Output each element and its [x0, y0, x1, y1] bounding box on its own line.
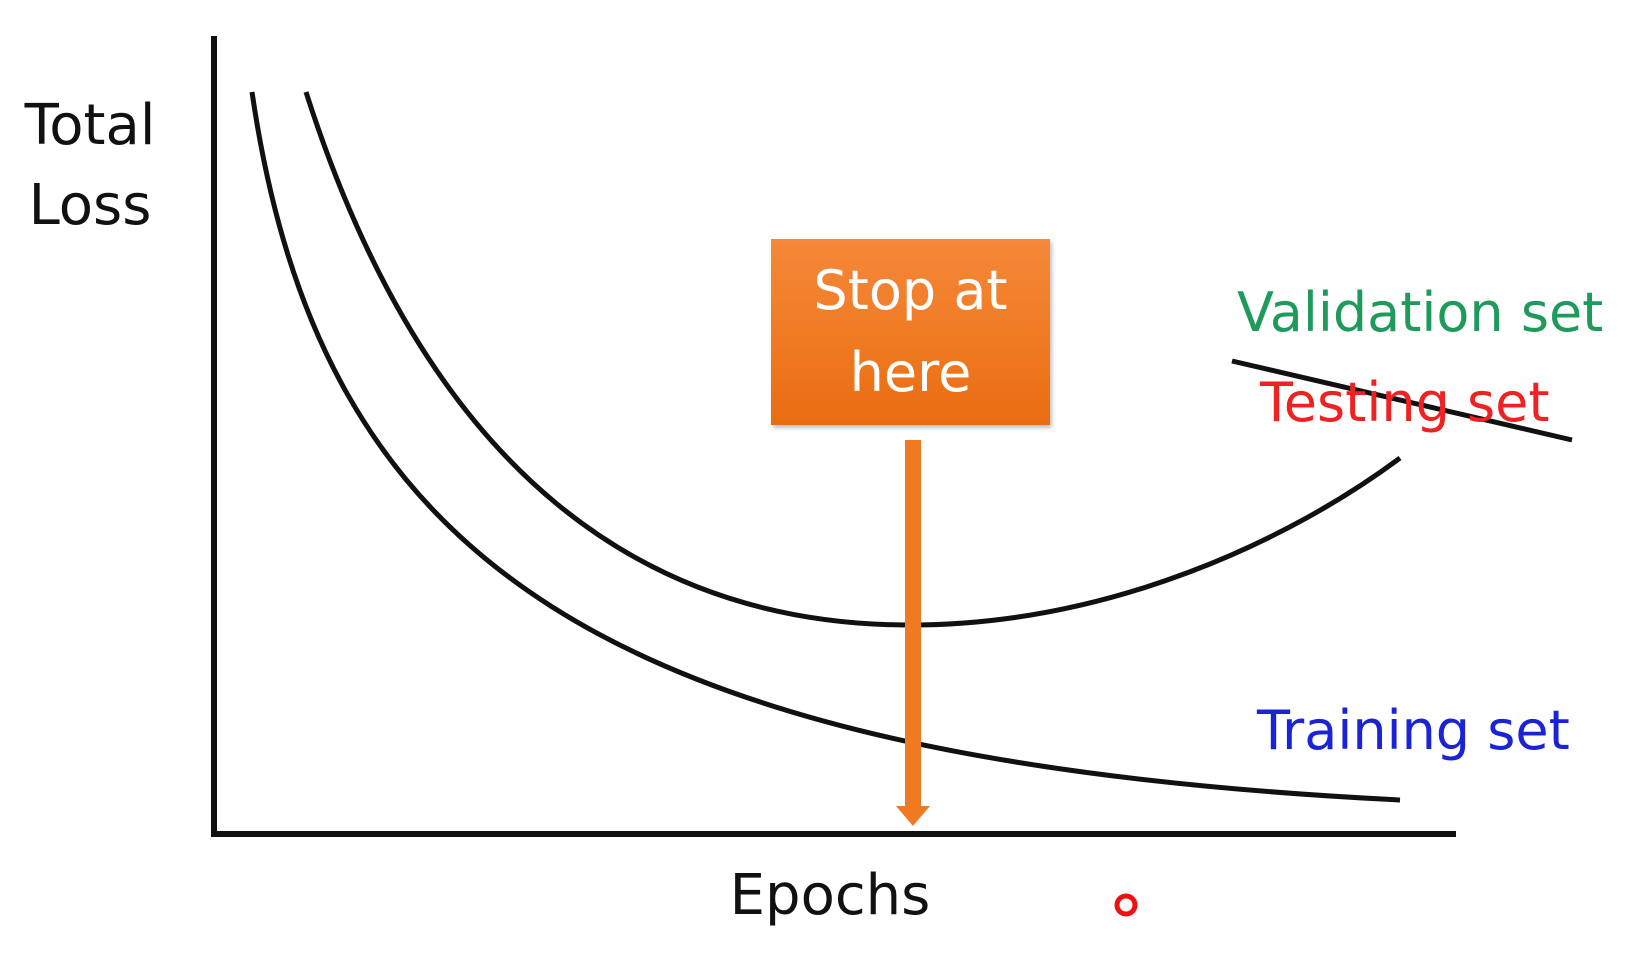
testing-set-label: Testing set [1260, 371, 1550, 434]
stop-callout-box: Stop at here [771, 239, 1050, 425]
training-curve [249, 91, 1401, 803]
y-axis-label-line-1: Total [24, 93, 156, 158]
testing-strikethrough-line [1231, 358, 1573, 443]
stop-callout-line-1: Stop at [813, 259, 1008, 322]
training-set-label: Training set [1257, 699, 1570, 762]
validation-curve [303, 91, 1402, 628]
stop-callout-line-2: here [849, 341, 972, 404]
stop-arrow-shaft [905, 440, 921, 816]
pointer-circle-icon [1114, 893, 1138, 917]
validation-set-label: Validation set [1237, 281, 1604, 344]
x-axis-label: Epochs [729, 863, 931, 928]
stop-arrow-head [896, 806, 930, 826]
y-axis-label-line-2: Loss [28, 173, 152, 238]
